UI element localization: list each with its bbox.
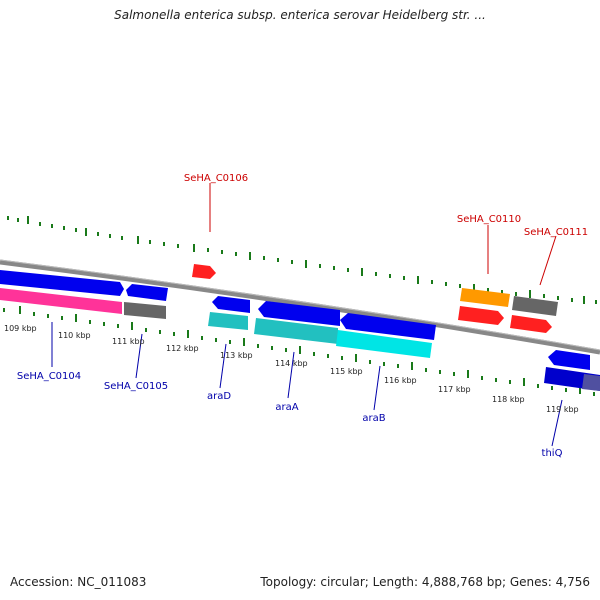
scale-label: 113 kbp: [220, 351, 253, 360]
scale-label: 118 kbp: [492, 395, 525, 404]
scale-label: 116 kbp: [384, 376, 417, 385]
cds-araA[interactable]: [258, 301, 340, 326]
scale-label: 112 kbp: [166, 344, 199, 353]
rna-SeHA_C0111[interactable]: [510, 315, 552, 333]
scale-label: 111 kbp: [112, 337, 145, 346]
gene-label-araD[interactable]: araD: [207, 391, 231, 402]
scale-label: 117 kbp: [438, 385, 471, 394]
gene-label-SeHA_C0111[interactable]: SeHA_C0111: [524, 227, 588, 238]
cds-SeHA_C0105[interactable]: [126, 284, 168, 301]
gene-label-thiQ[interactable]: thiQ: [542, 448, 563, 459]
cds-SeHA_C0110[interactable]: [460, 288, 510, 307]
scale-label: 119 kbp: [546, 405, 579, 414]
gc-band-pink: [0, 288, 122, 314]
gene-label-SeHA_C0105[interactable]: SeHA_C0105: [104, 381, 168, 392]
label-leaders: [51, 183, 563, 447]
rna-SeHA_C0106[interactable]: [192, 264, 216, 279]
gene-label-SeHA_C0106[interactable]: SeHA_C0106: [184, 173, 248, 184]
outer-tick-ring: [7, 216, 597, 304]
accession-text: Accession: NC_011083: [10, 575, 147, 589]
gene-label-SeHA_C0104[interactable]: SeHA_C0104: [17, 371, 81, 382]
cds-araD[interactable]: [212, 296, 250, 313]
gc-band-gray-1: [124, 302, 166, 319]
gene-label-SeHA_C0110[interactable]: SeHA_C0110: [457, 214, 521, 225]
genome-summary-text: Topology: circular; Length: 4,888,768 bp…: [260, 575, 590, 589]
gc-band-blue-2: [582, 374, 600, 391]
scale-label: 114 kbp: [275, 359, 308, 368]
gc-band-teal-1: [208, 312, 248, 330]
scale-label: 110 kbp: [58, 331, 91, 340]
cds-araB[interactable]: [340, 313, 436, 340]
backbone-arc: [0, 259, 600, 355]
cds-thiQ[interactable]: [548, 350, 590, 370]
rna-SeHA_C0110[interactable]: [458, 306, 504, 325]
gene-label-araA[interactable]: araA: [275, 402, 298, 413]
inner-tick-ring: [3, 306, 595, 396]
scale-label: 109 kbp: [4, 324, 37, 333]
cds-forward-1[interactable]: [0, 270, 124, 296]
cds-SeHA_C0111-grey[interactable]: [512, 296, 558, 316]
gc-band-teal-2: [254, 318, 338, 344]
gene-label-araB[interactable]: araB: [362, 413, 385, 424]
scale-label: 115 kbp: [330, 367, 363, 376]
gc-band-cyan: [336, 330, 432, 358]
map-title: Salmonella enterica subsp. enterica sero…: [114, 8, 486, 22]
